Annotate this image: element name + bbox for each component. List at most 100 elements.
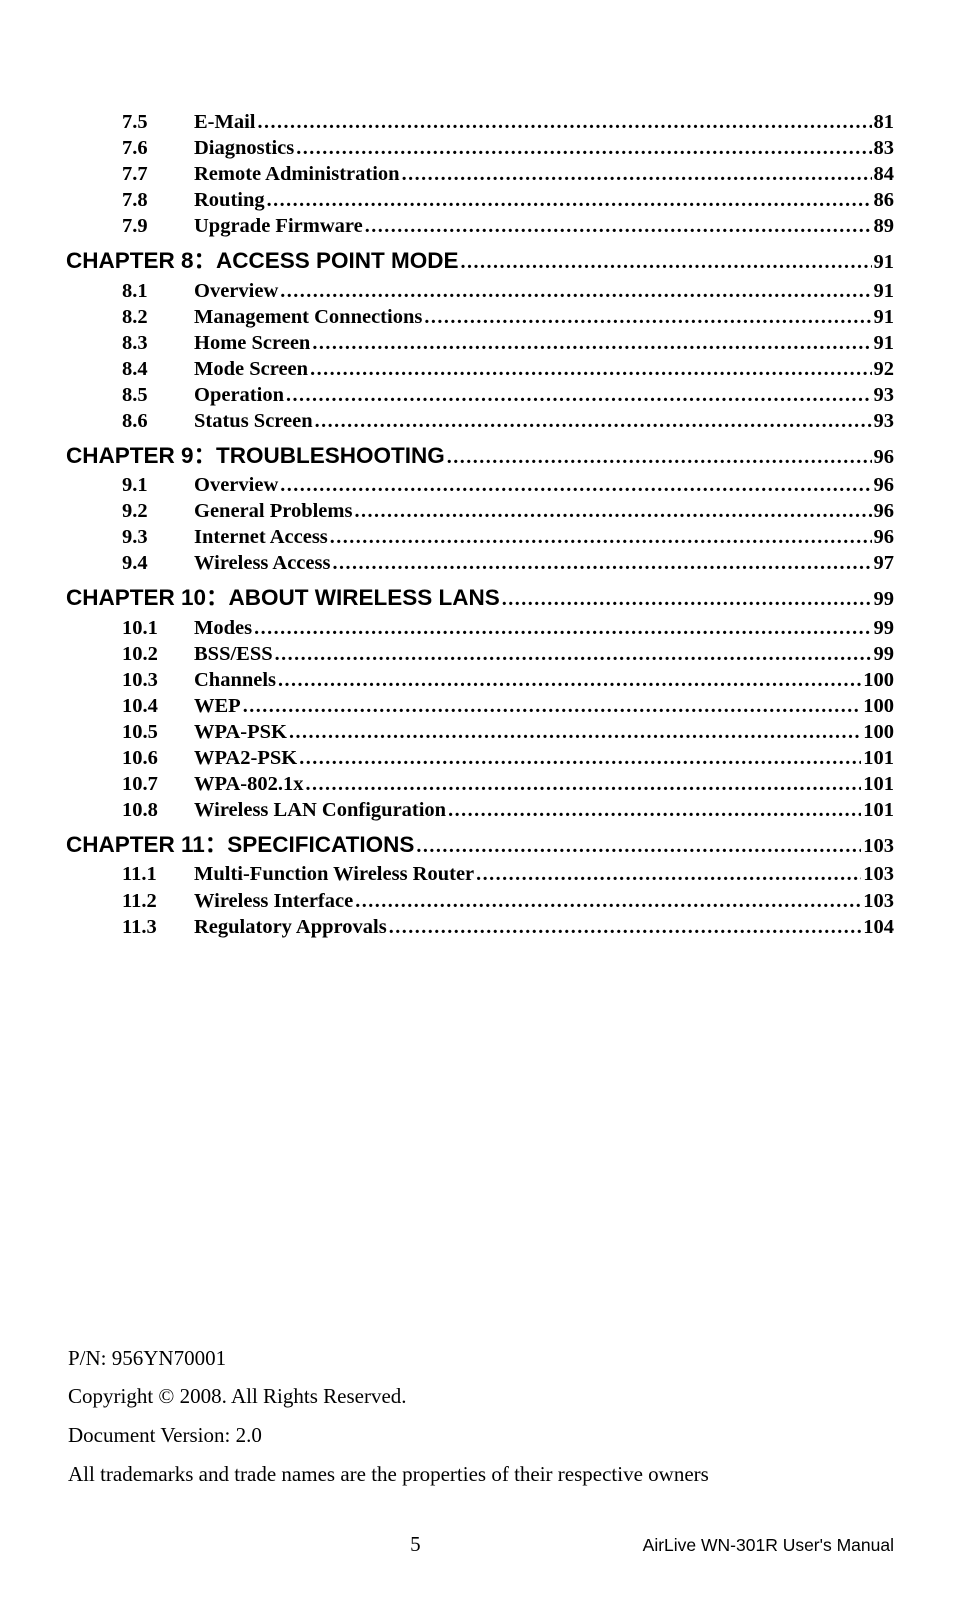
toc-section-number: 10.5 <box>122 720 194 744</box>
toc-section-number: 7.5 <box>122 110 194 134</box>
toc-section: 10.4WEP 100 <box>66 694 894 719</box>
toc-section-number: 10.4 <box>122 694 194 718</box>
toc-section-title: Modes <box>194 616 252 640</box>
toc-section-title: General Problems <box>194 499 352 523</box>
toc-chapter-title: CHAPTER 11：SPECIFICATIONS <box>66 832 414 858</box>
page-footer: P/N: 956YN70001 Copyright © 2008. All Ri… <box>68 1339 894 1557</box>
copyright: Copyright © 2008. All Rights Reserved. <box>68 1377 894 1416</box>
toc-leader-dots <box>254 617 871 641</box>
document-version: Document Version: 2.0 <box>68 1416 894 1455</box>
toc-page-number: 81 <box>874 110 895 134</box>
toc-section-number: 8.1 <box>122 279 194 303</box>
toc-leader-dots <box>502 588 872 611</box>
toc-section-title: Management Connections <box>194 305 422 329</box>
toc-section-number: 11.2 <box>122 889 194 913</box>
toc-section-number: 9.4 <box>122 551 194 575</box>
toc-section-title: WPA-PSK <box>194 720 287 744</box>
toc-section-number: 10.8 <box>122 798 194 822</box>
toc-leader-dots <box>275 643 872 667</box>
toc-leader-dots <box>258 111 872 135</box>
page-number: 5 <box>68 1532 643 1557</box>
toc-chapter-title: CHAPTER 8：ACCESS POINT MODE <box>66 248 459 274</box>
toc-chapter: CHAPTER 10：ABOUT WIRELESS LANS99 <box>66 585 894 612</box>
toc-section: 8.2Management Connections 91 <box>66 305 894 330</box>
toc-leader-dots <box>310 358 871 382</box>
toc-page-number: 103 <box>863 862 894 886</box>
toc-section: 7.9Upgrade Firmware89 <box>66 214 894 239</box>
toc-leader-dots <box>243 695 862 719</box>
toc-section-number: 10.2 <box>122 642 194 666</box>
toc-page-number: 103 <box>863 889 894 913</box>
toc-section-title: Overview <box>194 279 278 303</box>
toc-section-number: 9.1 <box>122 473 194 497</box>
toc-section-number: 10.3 <box>122 668 194 692</box>
toc-section-title: Routing <box>194 188 265 212</box>
toc-section: 11.3Regulatory Approvals104 <box>66 915 894 940</box>
toc-section-title: BSS/ESS <box>194 642 273 666</box>
toc-page-number: 101 <box>863 746 894 770</box>
toc-section: 7.5E-Mail 81 <box>66 110 894 135</box>
toc-section: 7.8Routing 86 <box>66 188 894 213</box>
toc-section-number: 8.2 <box>122 305 194 329</box>
toc-section: 7.7Remote Administration84 <box>66 162 894 187</box>
toc-page-number: 91 <box>874 279 895 303</box>
toc-section: 10.2BSS/ESS 99 <box>66 642 894 667</box>
toc-leader-dots <box>299 747 861 771</box>
toc-page-number: 100 <box>863 694 894 718</box>
toc-section-number: 7.7 <box>122 162 194 186</box>
toc-section-number: 7.9 <box>122 214 194 238</box>
toc-section-title: WEP <box>194 694 241 718</box>
toc-page-number: 99 <box>874 616 895 640</box>
toc-section-title: E-Mail <box>194 110 256 134</box>
toc-section-number: 10.6 <box>122 746 194 770</box>
toc-leader-dots <box>278 669 861 693</box>
toc-section-number: 8.3 <box>122 331 194 355</box>
toc-section-number: 10.7 <box>122 772 194 796</box>
toc-leader-dots <box>296 137 871 161</box>
toc-leader-dots <box>280 474 871 498</box>
toc-leader-dots <box>355 890 861 914</box>
toc-leader-dots <box>448 799 861 823</box>
toc-leader-dots <box>424 306 871 330</box>
toc-leader-dots <box>280 280 871 304</box>
toc-section: 9.1Overview96 <box>66 473 894 498</box>
toc-leader-dots <box>365 215 872 239</box>
toc-section-number: 11.1 <box>122 862 194 886</box>
toc-section: 11.2Wireless Interface103 <box>66 889 894 914</box>
toc-section: 9.3Internet Access 96 <box>66 525 894 550</box>
toc-leader-dots <box>332 552 871 576</box>
toc-leader-dots <box>389 916 862 940</box>
toc-page-number: 101 <box>863 772 894 796</box>
toc-page-number: 91 <box>874 305 895 329</box>
toc-page-number: 86 <box>874 188 895 212</box>
toc-leader-dots <box>354 500 871 524</box>
toc-page-number: 92 <box>874 357 895 381</box>
toc-section: 7.6Diagnostics83 <box>66 136 894 161</box>
toc-page-number: 84 <box>874 162 895 186</box>
toc-section-number: 7.8 <box>122 188 194 212</box>
toc-section-title: Internet Access <box>194 525 328 549</box>
toc-section: 8.6Status Screen93 <box>66 409 894 434</box>
manual-title: AirLive WN-301R User's Manual <box>643 1535 894 1556</box>
toc-leader-dots <box>286 384 872 408</box>
toc-section: 10.1Modes99 <box>66 616 894 641</box>
toc-section-number: 8.5 <box>122 383 194 407</box>
toc-section-title: Regulatory Approvals <box>194 915 387 939</box>
toc-leader-dots <box>315 410 872 434</box>
toc-page-number: 99 <box>874 642 895 666</box>
toc-section-title: Diagnostics <box>194 136 294 160</box>
toc-section: 8.3Home Screen 91 <box>66 331 894 356</box>
toc-leader-dots <box>312 332 871 356</box>
toc-section-number: 9.3 <box>122 525 194 549</box>
toc-section-title: Wireless Access <box>194 551 330 575</box>
toc-page-number: 96 <box>874 499 895 523</box>
toc-section-title: Home Screen <box>194 331 310 355</box>
toc-section-title: Channels <box>194 668 276 692</box>
toc-section: 8.5Operation93 <box>66 383 894 408</box>
toc-page-number: 93 <box>874 409 895 433</box>
toc-page-number: 96 <box>874 525 895 549</box>
toc-page-number: 91 <box>874 331 895 355</box>
toc-section: 9.2General Problems96 <box>66 499 894 524</box>
toc-page-number: 93 <box>874 383 895 407</box>
toc-section: 10.6WPA2-PSK101 <box>66 746 894 771</box>
